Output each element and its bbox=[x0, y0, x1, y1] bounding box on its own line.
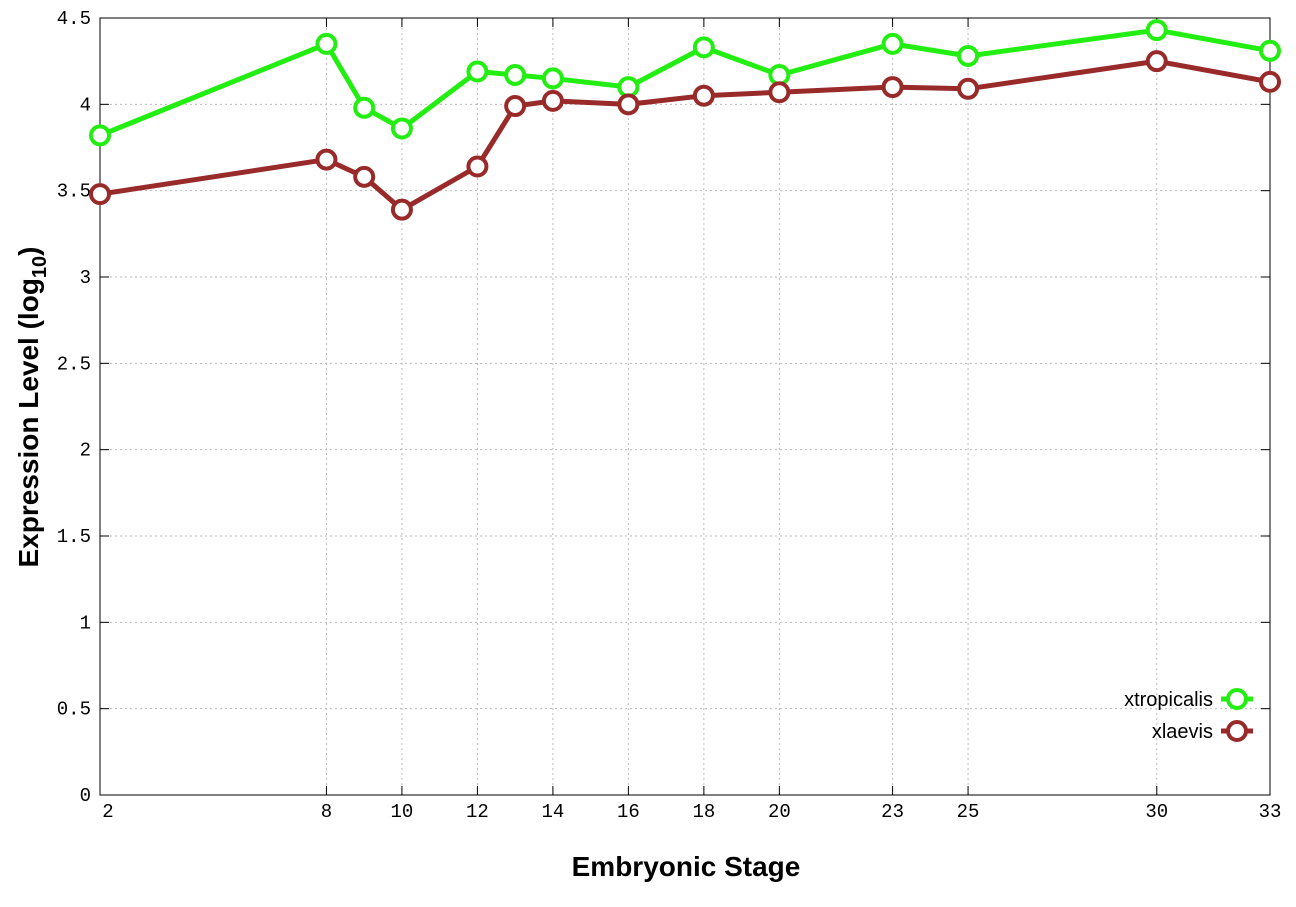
x-axis-title: Embryonic Stage bbox=[572, 851, 801, 882]
x-tick-label: 25 bbox=[957, 801, 980, 823]
legend-label: xlaevis bbox=[1152, 721, 1213, 743]
x-tick-label: 10 bbox=[391, 801, 414, 823]
x-tick-label: 12 bbox=[466, 801, 489, 823]
y-axis-title-sub: 10 bbox=[29, 256, 51, 278]
data-point bbox=[466, 60, 489, 83]
x-tick-label: 30 bbox=[1145, 801, 1168, 823]
x-tick-label: 18 bbox=[692, 801, 715, 823]
y-tick-label: 2.5 bbox=[57, 353, 91, 375]
data-point bbox=[504, 63, 527, 86]
y-axis-title: Expression Level (log10) bbox=[13, 247, 51, 568]
data-point bbox=[390, 117, 413, 140]
plot-frame bbox=[99, 17, 1271, 796]
data-point bbox=[1145, 19, 1168, 42]
data-point bbox=[881, 76, 904, 99]
data-point bbox=[957, 77, 980, 100]
data-point bbox=[541, 89, 564, 112]
x-tick-label: 20 bbox=[768, 801, 791, 823]
data-point bbox=[617, 93, 640, 116]
data-point bbox=[692, 36, 715, 59]
x-tick-label: 2 bbox=[102, 801, 113, 823]
legend-marker bbox=[1226, 720, 1248, 742]
data-point bbox=[692, 84, 715, 107]
y-tick-label: 3.5 bbox=[57, 181, 91, 203]
data-point bbox=[390, 198, 413, 221]
y-tick-label: 4.5 bbox=[57, 8, 91, 30]
data-point bbox=[466, 155, 489, 178]
y-tick-label: 1 bbox=[80, 612, 91, 634]
data-point bbox=[541, 67, 564, 90]
series-line bbox=[99, 27, 1271, 138]
x-tick-label: 16 bbox=[617, 801, 640, 823]
y-axis-title-end: ) bbox=[13, 247, 44, 256]
x-tick-label: 23 bbox=[881, 801, 904, 823]
data-point bbox=[353, 96, 376, 119]
legend-label: xtropicalis bbox=[1124, 689, 1213, 711]
y-tick-label: 1.5 bbox=[57, 526, 91, 548]
y-tick-label: 3 bbox=[80, 267, 91, 289]
data-point bbox=[315, 148, 338, 171]
data-point bbox=[1259, 70, 1281, 93]
data-point bbox=[1259, 39, 1281, 62]
x-tick-label: 8 bbox=[321, 801, 332, 823]
series-line bbox=[99, 58, 1271, 213]
y-tick-label: 0 bbox=[80, 785, 91, 807]
data-point bbox=[957, 44, 980, 67]
data-point bbox=[315, 32, 338, 55]
x-tick-label: 14 bbox=[541, 801, 564, 823]
y-axis-title-main: Expression Level (log bbox=[13, 278, 44, 567]
data-point bbox=[768, 81, 791, 104]
x-tick-label: 33 bbox=[1259, 801, 1282, 823]
data-point bbox=[504, 95, 527, 118]
data-point bbox=[1145, 50, 1168, 73]
data-point bbox=[881, 32, 904, 55]
data-point bbox=[89, 183, 111, 206]
data-point bbox=[89, 124, 111, 147]
y-tick-label: 0.5 bbox=[57, 699, 91, 721]
y-tick-label: 2 bbox=[80, 440, 91, 462]
legend-marker bbox=[1226, 688, 1248, 710]
data-point bbox=[353, 165, 376, 188]
y-tick-label: 4 bbox=[80, 94, 91, 116]
